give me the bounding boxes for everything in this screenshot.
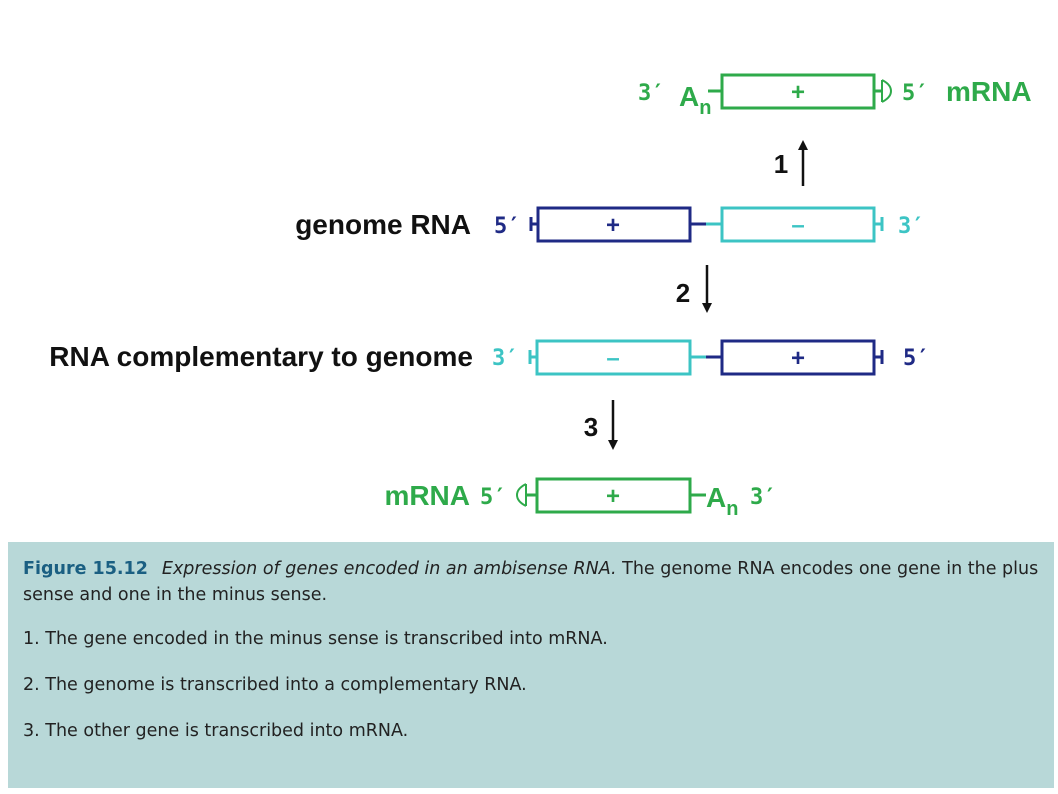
genome-3prime-end: 3′ (898, 214, 925, 239)
top-mrna-5prime-end: 5′ (902, 81, 929, 106)
top-mrna-5prime-cap-icon (881, 79, 892, 103)
top-mrna-label: mRNA (946, 76, 1032, 107)
genome-5prime-end: 5′ (494, 214, 521, 239)
caption-text: The genome RNA encodes one gene in the p… (23, 559, 1039, 605)
top-mrna-sense-sign: + (791, 79, 805, 106)
complement-3prime-end: 3′ (492, 346, 519, 371)
top-mrna-strand: 3′ An + 5′ mRNA (638, 73, 1032, 119)
bottom-mrna-strand: mRNA 5′ + An 3′ (384, 477, 777, 520)
figure-number: Figure 15.12 (23, 559, 148, 579)
complementary-rna-label: RNA complementary to genome (49, 341, 473, 372)
bottom-mrna-label: mRNA (384, 480, 470, 511)
genome-rna-label: genome RNA (295, 209, 471, 240)
complement-plus-sign: + (791, 345, 805, 372)
step-2-number: 2 (676, 278, 690, 308)
figure-title: Expression of genes encoded in an ambise… (161, 559, 617, 579)
caption-step-2: 2. The genome is transcribed into a comp… (23, 675, 527, 695)
genome-minus-sign: – (791, 212, 804, 239)
step-2-arrow: 2 (676, 265, 712, 313)
step-1-number: 1 (774, 149, 788, 179)
bottom-mrna-3prime-end: 3′ (750, 485, 777, 510)
complementary-rna-strand: RNA complementary to genome 3′ – + 5′ (49, 339, 930, 376)
caption-step-1: 1. The gene encoded in the minus sense i… (23, 629, 608, 649)
complement-5prime-end: 5′ (903, 346, 930, 371)
step-3-number: 3 (584, 412, 598, 442)
genome-plus-sign: + (606, 212, 620, 239)
step-3-arrow: 3 (584, 400, 618, 450)
bottom-mrna-5prime-cap-icon (516, 483, 527, 507)
complement-minus-sign: – (606, 345, 619, 372)
genome-rna-strand: genome RNA 5′ + – 3′ (295, 206, 925, 243)
caption-step-3: 3. The other gene is transcribed into mR… (23, 721, 409, 741)
step-1-arrow: 1 (774, 140, 808, 186)
figure-caption: Figure 15.12 Expression of genes encoded … (8, 542, 1054, 788)
top-mrna-3prime-end: 3′ (638, 81, 665, 106)
top-mrna-poly-a-tail: An (679, 81, 711, 119)
bottom-mrna-sense-sign: + (606, 483, 620, 510)
bottom-mrna-poly-a-tail: An (706, 482, 738, 520)
bottom-mrna-5prime-end: 5′ (480, 485, 507, 510)
ambisense-diagram: 3′ An + 5′ mRNA 1 genome RNA 5′ + – 3′ 2… (49, 73, 1032, 520)
caption-heading: Figure 15.12 Expression of genes encoded … (23, 556, 1040, 608)
